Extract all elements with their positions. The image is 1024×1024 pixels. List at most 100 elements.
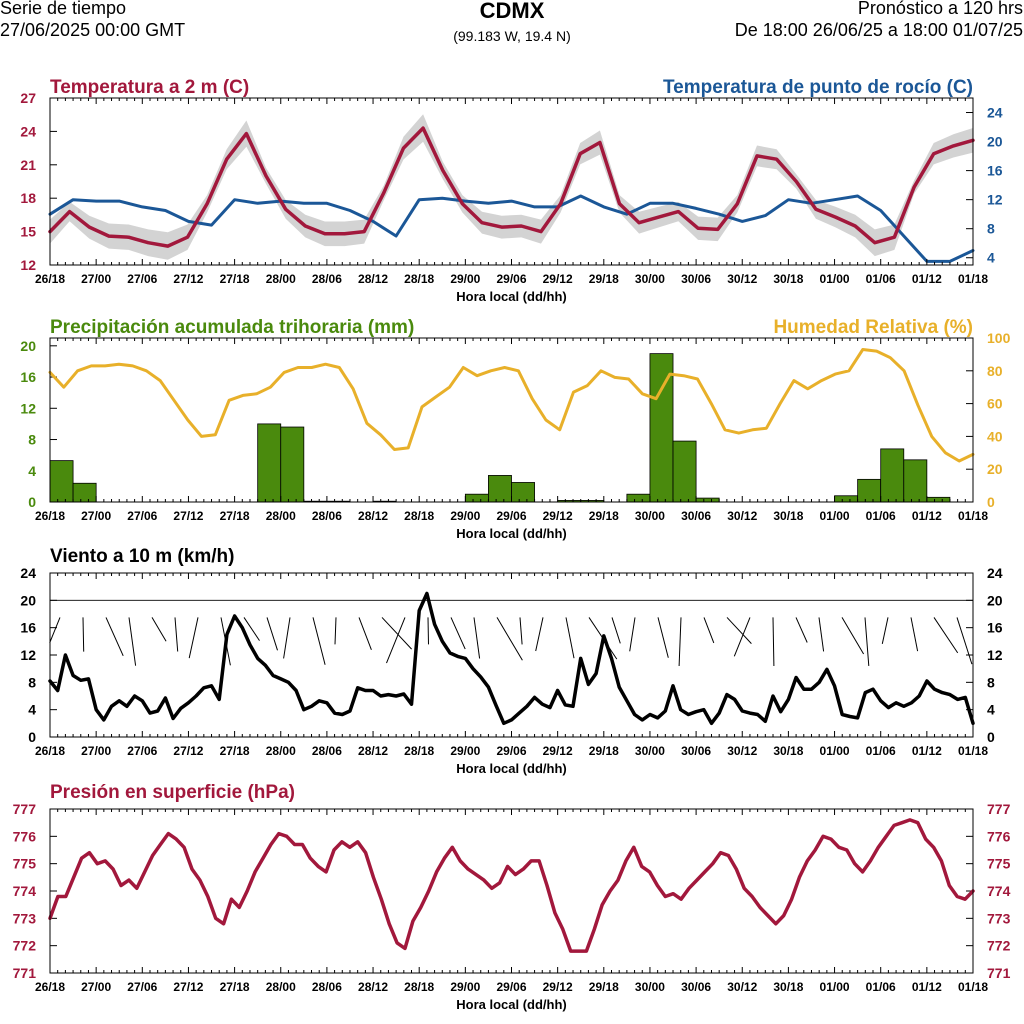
x-tick-label: 01/18 [958, 744, 988, 758]
pressure-y2-tick-label: 775 [987, 856, 1011, 872]
wind-barb [933, 617, 959, 654]
x-tick-label: 30/00 [635, 980, 665, 994]
x-tick-label: 30/12 [727, 980, 757, 994]
x-tick-label: 01/06 [866, 509, 896, 523]
rh-y-tick-label: 40 [987, 428, 1003, 444]
precip-bar [926, 496, 951, 503]
wind-y2-tick-label: 8 [987, 674, 995, 690]
x-tick-label: 29/12 [543, 272, 573, 286]
x-axis-label: Hora local (dd/hh) [456, 997, 567, 1012]
rh-y-tick-label: 20 [987, 461, 1003, 477]
x-tick-label: 29/12 [543, 509, 573, 523]
x-tick-label: 27/00 [81, 744, 111, 758]
x-tick-label: 27/06 [127, 509, 157, 523]
precip-bar [880, 448, 905, 503]
wind-y2-tick-label: 16 [987, 620, 1003, 636]
x-tick-label: 28/12 [358, 980, 388, 994]
wind-barb [726, 617, 752, 644]
x-tick-label: 27/18 [220, 509, 250, 523]
temperature-line [48, 126, 975, 248]
x-tick-label: 29/12 [543, 980, 573, 994]
pressure-y2-tick-label: 771 [987, 965, 1011, 981]
pressure-y-tick-label: 776 [13, 828, 37, 844]
temp-y-tick-label: 21 [20, 157, 36, 173]
wind-barb [864, 617, 870, 666]
precip-bar [49, 460, 74, 503]
wind-barb [496, 617, 523, 661]
x-tick-label: 01/18 [958, 509, 988, 523]
wind-barb [82, 617, 85, 652]
pressure-y2-tick-label: 774 [987, 883, 1011, 899]
header-left-line1: Serie de tiempo [0, 0, 127, 18]
header-right-line2: De 18:00 26/06/25 a 18:00 01/07/25 [734, 20, 1023, 40]
precip-bar [464, 493, 489, 503]
wind-barb [381, 617, 412, 650]
dew-y-tick-label: 24 [987, 105, 1003, 121]
x-tick-label: 26/18 [35, 744, 65, 758]
wind-barb [427, 617, 429, 645]
x-tick-label: 30/18 [773, 509, 803, 523]
wind-barb [266, 617, 278, 651]
x-tick-label: 29/06 [496, 272, 526, 286]
x-tick-label: 29/06 [496, 980, 526, 994]
precip-bar [257, 423, 282, 503]
x-tick-label: 29/18 [589, 272, 619, 286]
wind-barb [588, 617, 618, 660]
rh-y-tick-label: 60 [987, 396, 1003, 412]
x-tick-label: 29/00 [450, 509, 480, 523]
precip-y-tick-label: 16 [20, 369, 36, 385]
x-tick-label: 01/06 [866, 272, 896, 286]
x-tick-label: 26/18 [35, 509, 65, 523]
x-tick-label: 28/18 [404, 509, 434, 523]
wind-y-tick-label: 20 [20, 592, 36, 608]
wind-title: Viento a 10 m (km/h) [50, 546, 234, 567]
x-tick-label: 28/00 [266, 980, 296, 994]
wind-barb [188, 617, 199, 659]
precip-bar [511, 482, 535, 503]
pressure-y-tick-label: 777 [13, 801, 37, 817]
pressure-y-tick-label: 772 [13, 938, 37, 954]
x-tick-label: 29/18 [589, 744, 619, 758]
pressure-y2-tick-label: 773 [987, 910, 1011, 926]
temp-y-tick-label: 15 [20, 224, 36, 240]
precip-title: Precipitación acumulada trihoraria (mm) [50, 317, 414, 338]
x-tick-label: 27/06 [127, 744, 157, 758]
precip-bar [857, 478, 882, 503]
precip-y-tick-label: 4 [28, 463, 36, 479]
panel-frame [49, 808, 974, 974]
x-tick-label: 30/00 [635, 272, 665, 286]
x-tick-label: 30/06 [681, 509, 711, 523]
x-tick-label: 29/00 [450, 272, 480, 286]
wind-barb [283, 617, 291, 659]
x-tick-label: 30/06 [681, 272, 711, 286]
x-tick-label: 30/06 [681, 980, 711, 994]
precip-bar [488, 475, 512, 503]
x-tick-label: 28/06 [312, 744, 342, 758]
wind-barb [220, 617, 231, 666]
wind-barb [519, 617, 523, 645]
x-tick-label: 01/00 [820, 272, 850, 286]
wind-y2-tick-label: 20 [987, 592, 1003, 608]
pressure-line [48, 818, 975, 953]
x-tick-label: 29/12 [543, 744, 573, 758]
pressure-y-tick-label: 774 [13, 883, 37, 899]
pressure-y-tick-label: 775 [13, 856, 37, 872]
x-tick-label: 01/12 [912, 509, 942, 523]
x-tick-label: 30/18 [773, 744, 803, 758]
wind-barb [881, 617, 889, 645]
precip-bar [834, 495, 859, 503]
wind-barb [841, 617, 865, 655]
pressure-y2-tick-label: 772 [987, 938, 1011, 954]
x-tick-label: 29/00 [450, 744, 480, 758]
dew-y-tick-label: 16 [987, 163, 1003, 179]
wind-barb [358, 617, 372, 650]
wind-y-tick-label: 4 [28, 702, 36, 718]
wind-barb [386, 617, 406, 664]
precip-y-tick-label: 20 [20, 338, 36, 354]
precip-bar [903, 459, 928, 503]
x-tick-label: 27/18 [220, 980, 250, 994]
pressure-y-tick-label: 773 [13, 910, 37, 926]
x-tick-label: 29/00 [450, 980, 480, 994]
wind-speed-line [48, 591, 975, 726]
